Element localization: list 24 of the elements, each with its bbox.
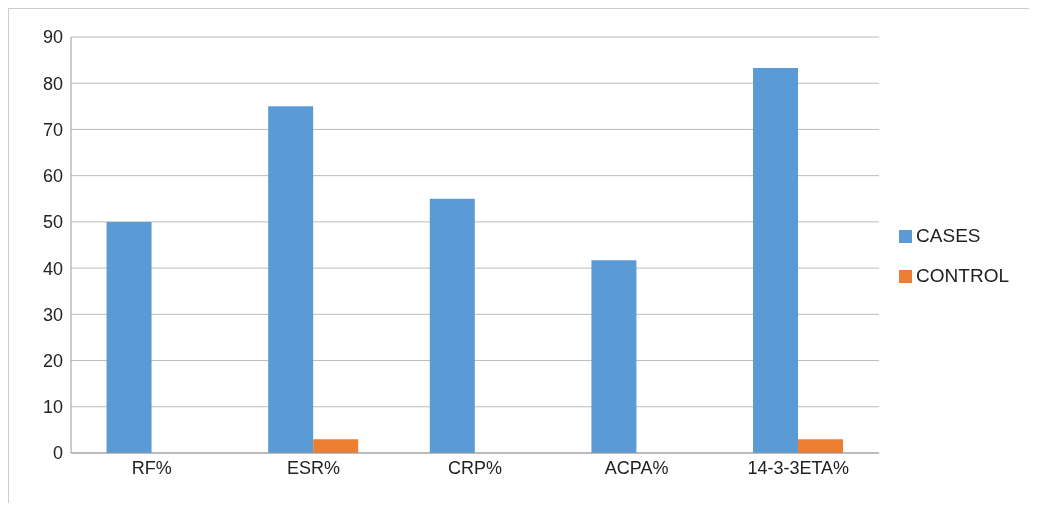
bar [106,221,152,453]
y-tick-label: 60 [42,166,63,187]
y-tick-label: 30 [42,304,63,325]
y-tick-label: 50 [42,212,63,233]
y-tick-label: 10 [42,397,63,418]
y-tick-label: 0 [52,443,63,464]
x-tick-label: CRP% [448,457,503,478]
x-tick-label: 14-3-3ETA% [747,457,850,478]
y-tick-label: 20 [42,350,63,371]
bar [591,260,637,453]
legend-label: CONTROL [916,265,1009,286]
y-tick-label: 70 [42,119,63,140]
x-tick-label: ESR% [286,457,340,478]
bar [753,67,799,453]
x-tick-label: RF% [131,457,172,478]
legend-label: CASES [916,225,981,246]
bar [268,106,314,453]
y-tick-label: 90 [42,27,63,48]
y-tick-label: 40 [42,258,63,279]
bar [313,439,359,453]
bar [429,198,475,453]
x-tick-label: ACPA% [604,457,669,478]
bar [798,439,844,453]
y-tick-label: 80 [42,73,63,94]
